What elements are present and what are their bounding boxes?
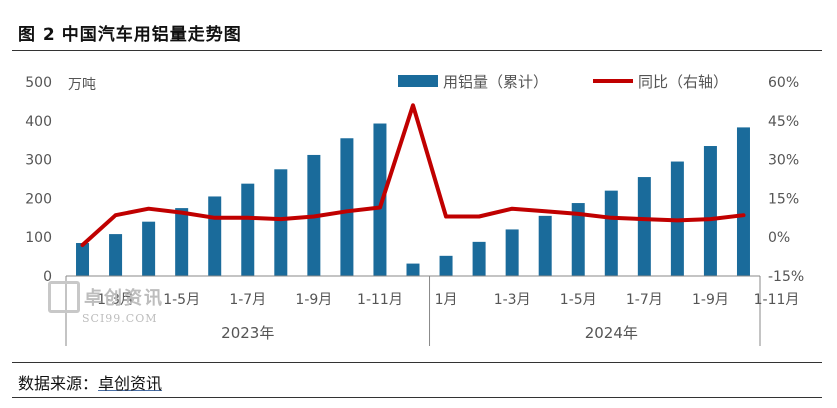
- bar: [472, 241, 486, 276]
- left-tick-label: 400: [25, 114, 52, 130]
- right-tick-label: 0%: [768, 230, 790, 246]
- line-point: [609, 216, 613, 220]
- line-point: [477, 215, 481, 219]
- bar: [439, 255, 453, 276]
- line-point: [147, 207, 151, 211]
- watermark: 卓创资讯 SCI99.COM: [48, 281, 164, 325]
- left-tick-label: 500: [25, 75, 52, 91]
- bar: [703, 146, 717, 276]
- right-tick-label: 15%: [768, 191, 799, 207]
- source-name[interactable]: 卓创资讯: [98, 374, 163, 393]
- bar: [208, 196, 222, 276]
- left-tick-label: 300: [25, 153, 52, 169]
- legend-bar-label: 用铝量（累计）: [443, 73, 548, 91]
- chart-svg: 0 100 200 300 400 500 万吨 -15% 0% 15% 30% 45% 60% 1-3月…: [25, 73, 804, 346]
- x-tick-label: 1-7月: [229, 292, 266, 308]
- line-point: [180, 211, 184, 215]
- x-tick-label: 1-5月: [163, 292, 200, 308]
- watermark-en: SCI99.COM: [82, 312, 158, 325]
- line-point: [411, 103, 415, 107]
- bar: [241, 183, 255, 276]
- x-tick-label: 1月: [435, 292, 458, 308]
- watermark-cn: 卓创资讯: [84, 288, 164, 309]
- bar: [637, 177, 651, 276]
- bar: [373, 123, 387, 277]
- x-tick-label: 1-9月: [692, 292, 729, 308]
- bar: [736, 127, 750, 276]
- x-tick-label: 1-3月: [97, 292, 134, 308]
- group-label: 2024年: [585, 324, 638, 342]
- line-point: [81, 243, 85, 247]
- legend-bar-swatch: [398, 75, 438, 87]
- bar: [406, 263, 420, 276]
- right-tick-label: 45%: [768, 114, 799, 130]
- left-tick-label: 200: [25, 191, 52, 207]
- source-rule-top: [12, 362, 822, 363]
- bar: [340, 138, 354, 276]
- x-tick-label: 1-11月: [754, 292, 800, 308]
- bar: [604, 190, 618, 276]
- source-label: 数据来源：: [18, 374, 99, 393]
- line-point: [642, 217, 646, 221]
- legend-line-label: 同比（右轴）: [638, 73, 728, 91]
- x-tick-label: 1-11月: [357, 292, 403, 308]
- bar: [274, 169, 288, 276]
- line-point: [675, 218, 679, 222]
- line-point: [708, 217, 712, 221]
- bar: [571, 203, 585, 276]
- x-tick-label: 1-5月: [560, 292, 597, 308]
- bar: [142, 221, 156, 276]
- figure-title-text: 中国汽车用铝量走势图: [61, 25, 242, 45]
- right-tick-label: 60%: [768, 75, 799, 91]
- line-point: [510, 207, 514, 211]
- bar: [109, 234, 123, 276]
- watermark-logo-icon: [48, 281, 80, 313]
- group-label: 2023年: [221, 324, 274, 342]
- x-tick-label: 1-3月: [494, 292, 531, 308]
- bar: [538, 215, 552, 276]
- x-tick-label: 1-9月: [295, 292, 332, 308]
- line-point: [213, 216, 217, 220]
- line-point: [246, 216, 250, 220]
- line-point: [576, 212, 580, 216]
- line-point: [345, 209, 349, 213]
- bar: [175, 208, 189, 276]
- figure-title: 图 2 中国汽车用铝量走势图: [18, 20, 248, 45]
- line-point: [741, 213, 745, 217]
- figure-number: 图 2: [18, 25, 56, 45]
- source-line: 数据来源：卓创资讯: [18, 370, 162, 394]
- line-point: [114, 213, 118, 217]
- left-tick-label: 100: [25, 230, 52, 246]
- line-point: [543, 209, 547, 213]
- title-rule: [12, 50, 822, 51]
- right-tick-label: 30%: [768, 153, 799, 169]
- bar: [76, 243, 90, 276]
- line-point: [312, 215, 316, 219]
- x-tick-label: 1-7月: [626, 292, 663, 308]
- right-tick-label: -15%: [768, 269, 804, 285]
- line-point: [444, 215, 448, 219]
- source-rule-bottom: [12, 397, 822, 398]
- line-point: [279, 217, 283, 221]
- left-axis-unit: 万吨: [68, 77, 96, 93]
- bar: [505, 229, 519, 276]
- left-tick-label: 0: [43, 269, 52, 285]
- line-point: [378, 205, 382, 209]
